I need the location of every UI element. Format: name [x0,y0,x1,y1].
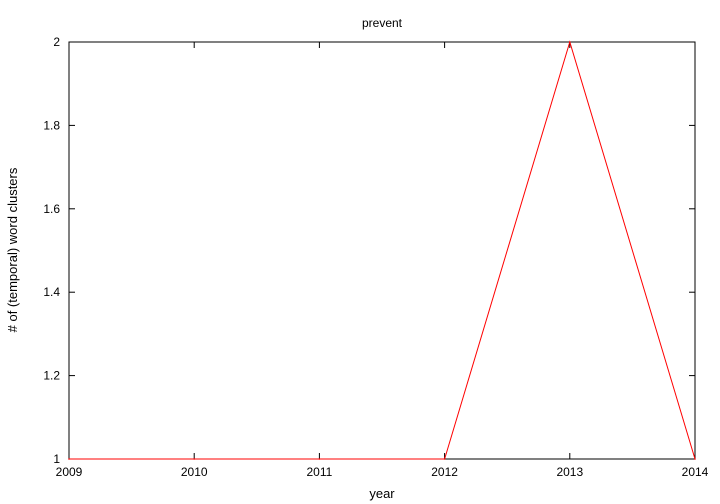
x-axis-ticks: 2009 2010 2011 2012 2013 2014 [56,42,709,479]
y-tick-label: 1 [53,452,60,466]
data-point [569,41,571,43]
y-tick-label: 1.8 [43,118,60,132]
x-tick-label: 2013 [556,465,583,479]
y-tick-label: 2 [53,35,60,49]
x-tick-label: 2009 [56,465,83,479]
x-tick-label: 2012 [431,465,458,479]
x-axis-label: year [369,486,395,501]
y-tick-label: 1.2 [43,369,60,383]
plot-frame [68,41,696,460]
data-point [443,458,446,460]
y-tick-label: 1.6 [43,202,60,216]
x-tick-label: 2014 [682,465,709,479]
x-tick-label: 2011 [306,465,332,479]
data-point [318,458,321,460]
data-point [694,458,696,460]
y-tick-label: 1.4 [43,285,60,299]
series-layer [68,40,696,460]
y-axis-ticks: 1 1.2 1.4 1.6 1.8 2 [43,35,695,466]
x-tick-label: 2010 [181,465,208,479]
series-line [69,40,696,460]
y-axis-label: # of (temporal) word clusters [5,167,20,332]
data-point [193,458,195,460]
chart-title: prevent [362,16,403,30]
data-point [68,458,70,460]
